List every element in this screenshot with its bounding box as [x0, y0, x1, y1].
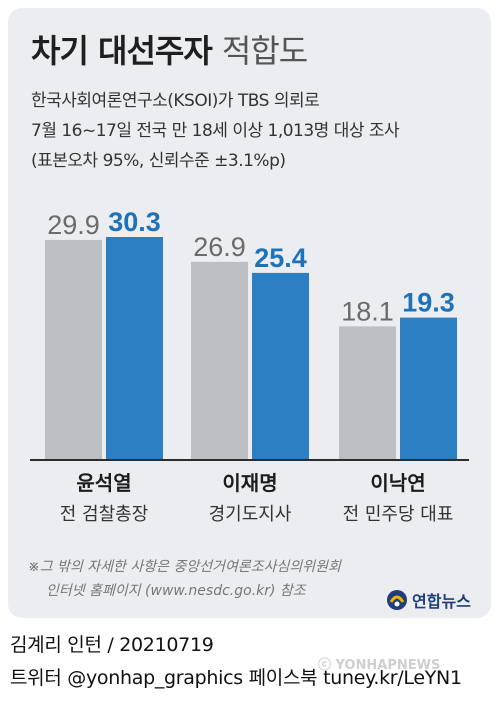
- candidate-name: 이낙연: [370, 471, 426, 495]
- data-label-이재명-s2: 25.4: [254, 243, 307, 273]
- credit-social: 트위터 @yonhap_graphics 페이스북 tuney.kr/LeYN1: [10, 667, 462, 689]
- candidate-role: 전 검찰총장: [59, 504, 149, 525]
- yonhap-logo-icon: [387, 590, 407, 610]
- data-label-이낙연-s2: 19.3: [402, 288, 455, 318]
- bar-윤석열-s2: [106, 237, 163, 459]
- data-label-윤석열-s1: 29.9: [47, 210, 100, 240]
- watermark: ⓒ YONHAPNEWS: [318, 658, 441, 673]
- yonhap-logo: 연합뉴스: [386, 588, 471, 612]
- candidate-role: 경기도지사: [208, 504, 292, 525]
- chart-title: 차기 대선주자 적합도: [31, 26, 308, 72]
- bar-이낙연-s1: [339, 326, 396, 459]
- bar-이재명-s1: [191, 261, 248, 459]
- bar-이낙연-s2: [400, 317, 457, 459]
- yonhap-logo-text: 연합뉴스: [412, 592, 471, 611]
- data-label-이재명-s1: 26.9: [193, 232, 246, 262]
- survey-source: 한국사회여론연구소(KSOI)가 TBS 의뢰로: [31, 91, 320, 111]
- survey-period: 7월 16~17일 전국 만 18세 이상 1,013명 대상 조사: [31, 121, 400, 141]
- bar-윤석열-s1: [45, 239, 102, 459]
- title-light: 적합도: [221, 32, 308, 70]
- footnote-line1: ※그 밖의 자세한 사항은 중앙선거여론조사심의위원회: [28, 559, 341, 575]
- bar-이재명-s2: [252, 272, 309, 459]
- title-bold: 차기 대선주자: [31, 32, 213, 70]
- survey-margin: (표본오차 95%, 신뢰수준 ±3.1%p): [31, 151, 286, 171]
- footnote-line2: 인터넷 홈페이지 (www.nesdc.go.kr) 참조: [46, 583, 306, 599]
- data-label-이낙연-s1: 18.1: [341, 296, 394, 326]
- data-label-윤석열-s2: 30.3: [108, 207, 161, 237]
- credit-author: 김계리 인턴 / 20210719: [10, 634, 214, 656]
- bar-chart: 29.9 30.3 26.9 25.4 18.1 19.3: [30, 207, 469, 461]
- chart-card: 차기 대선주자 적합도 한국사회여론연구소(KSOI)가 TBS 의뢰로 7월 …: [8, 8, 491, 618]
- candidate-role: 전 민주당 대표: [342, 504, 454, 525]
- candidate-name: 이재명: [222, 471, 278, 495]
- candidate-name: 윤석열: [76, 471, 132, 495]
